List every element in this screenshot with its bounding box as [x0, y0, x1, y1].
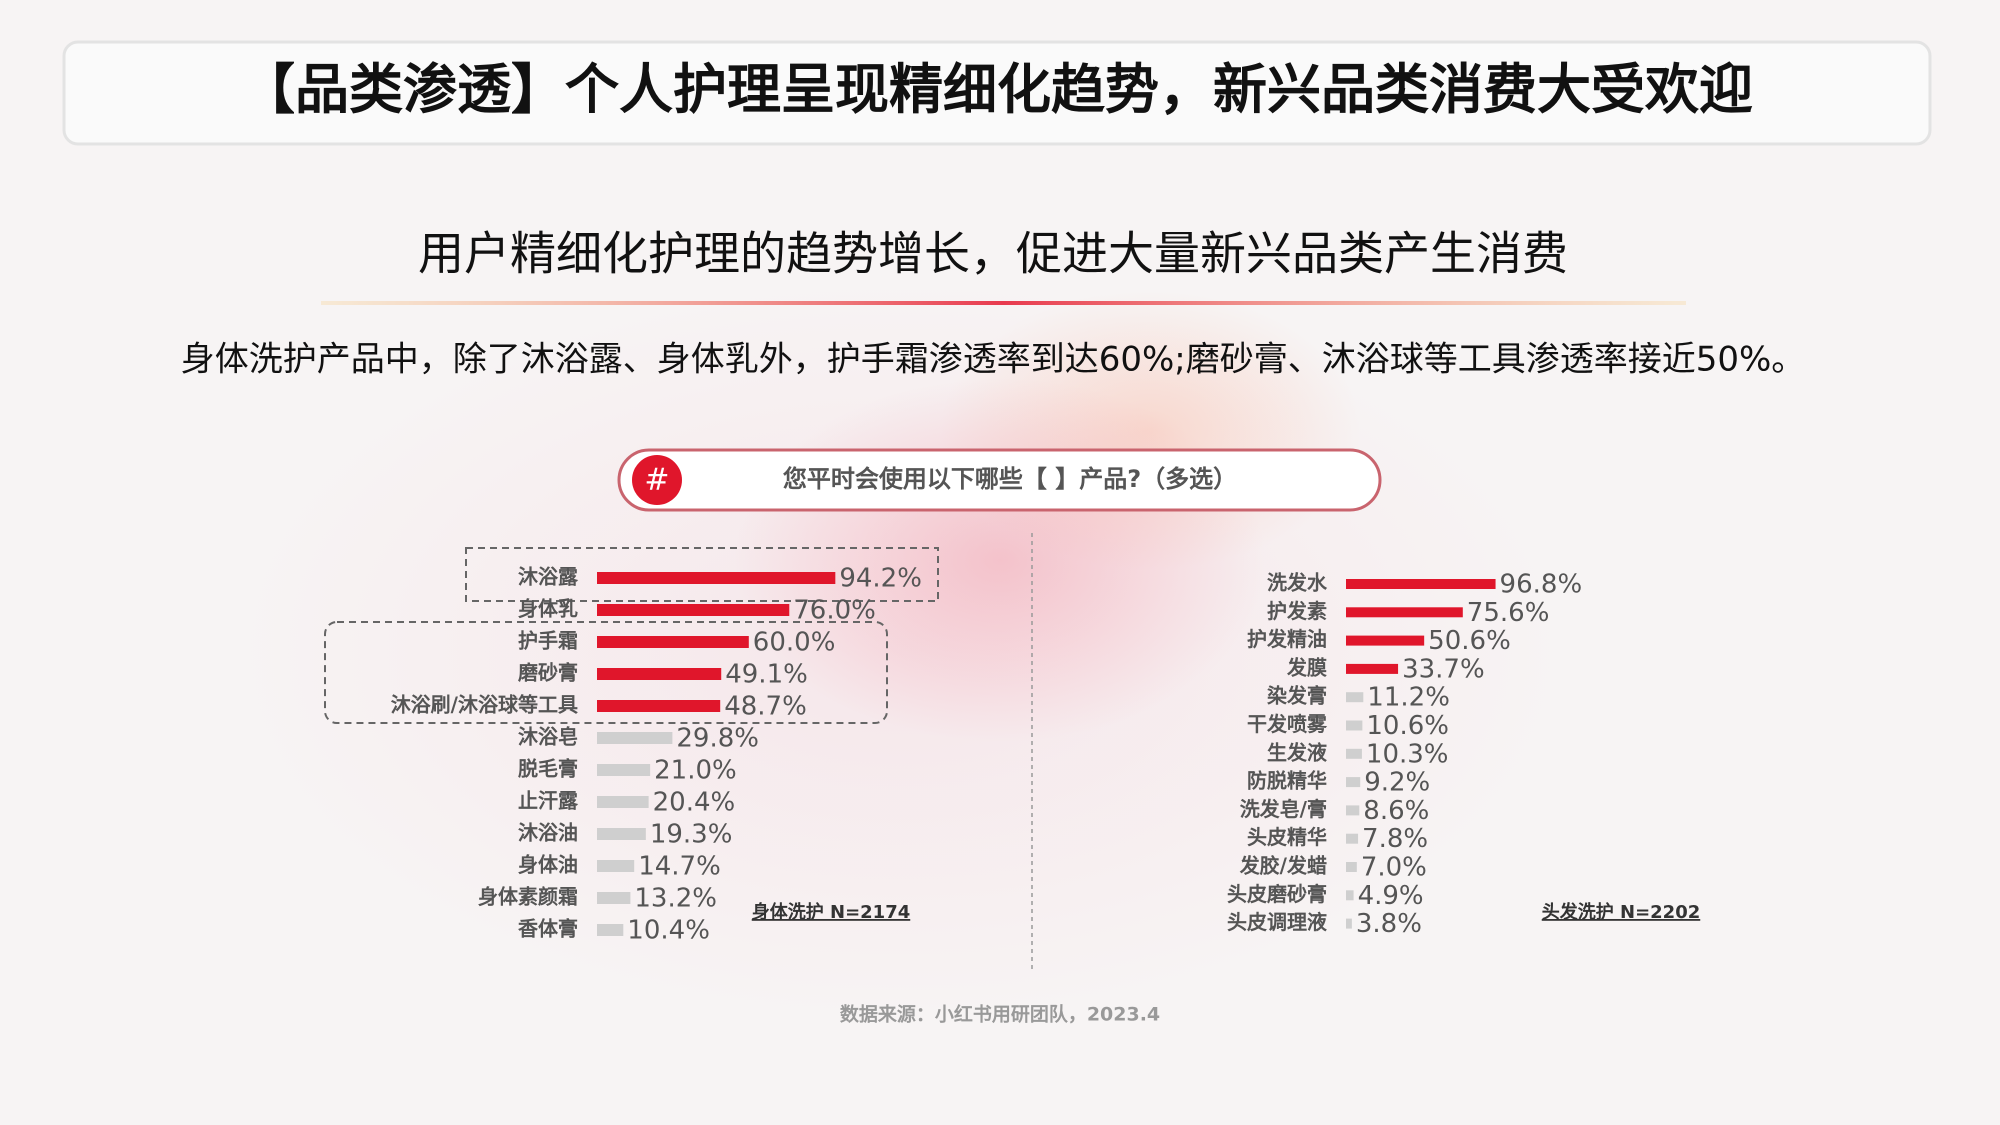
bar: [1346, 635, 1425, 646]
category-label: 身体乳: [518, 597, 578, 621]
category-label: 脱毛膏: [518, 757, 578, 781]
bar: [1346, 692, 1364, 703]
category-label: 防脱精华: [1247, 769, 1327, 793]
category-label: 发膜: [1286, 655, 1327, 679]
bar: [597, 924, 624, 936]
sample-note: 身体洗护 N=2174: [752, 901, 911, 923]
bar: [1346, 579, 1496, 589]
value-label: 4.9%: [1358, 881, 1424, 911]
value-label: 7.0%: [1361, 853, 1427, 883]
value-label: 49.1%: [725, 660, 808, 690]
value-label: 21.0%: [654, 756, 737, 786]
bar: [597, 764, 651, 776]
description: 身体洗护产品中，除了沐浴露、身体乳外，护手霜渗透率到达60%;磨砂膏、沐浴球等工…: [181, 340, 1806, 380]
bar: [597, 732, 673, 744]
value-label: 10.4%: [627, 916, 710, 946]
bar: [597, 636, 749, 648]
bar: [597, 668, 722, 680]
value-label: 48.7%: [724, 692, 807, 722]
category-label: 身体油: [518, 853, 578, 877]
value-label: 94.2%: [839, 564, 922, 594]
category-label: 沐浴皂: [518, 725, 578, 749]
category-label: 头皮磨砂膏: [1227, 882, 1327, 906]
source: 数据来源：小红书用研团队，2023.4: [840, 1003, 1160, 1026]
bar: [597, 604, 790, 616]
category-label: 沐浴油: [518, 821, 578, 845]
subtitle-underline: [321, 301, 1686, 305]
subtitle: 用户精细化护理的趋势增长，促进大量新兴品类产生消费: [418, 227, 1568, 281]
category-label: 头皮精华: [1247, 825, 1327, 849]
category-label: 护手霜: [518, 629, 578, 653]
bar: [1346, 777, 1361, 788]
value-label: 33.7%: [1402, 654, 1485, 684]
category-label: 头皮调理液: [1227, 910, 1328, 934]
value-label: 9.2%: [1364, 768, 1430, 798]
bar: [1346, 833, 1359, 844]
category-label: 染发膏: [1267, 684, 1327, 708]
value-label: 10.6%: [1366, 711, 1449, 741]
value-label: 50.6%: [1428, 626, 1511, 656]
title: 【品类渗透】个人护理呈现精细化趋势，新兴品类消费大受欢迎: [241, 57, 1753, 121]
value-label: 7.8%: [1362, 824, 1428, 854]
bar: [597, 828, 646, 840]
value-label: 19.3%: [650, 820, 733, 850]
category-label: 护发素: [1267, 599, 1327, 623]
category-label: 香体膏: [518, 917, 578, 941]
bar: [597, 796, 649, 808]
question-icon: [632, 455, 682, 505]
value-label: 11.2%: [1367, 683, 1450, 713]
bar: [1346, 607, 1463, 618]
value-label: 10.3%: [1366, 739, 1449, 769]
bar: [1346, 720, 1363, 731]
category-label: 发胶/发蜡: [1239, 854, 1327, 878]
question-text: 您平时会使用以下哪些【 】产品?（多选）: [783, 465, 1237, 493]
category-label: 沐浴露: [518, 565, 579, 589]
category-label: 生发液: [1267, 740, 1328, 764]
category-label: 干发喷雾: [1247, 712, 1328, 736]
highlight-box: [465, 547, 939, 602]
bar: [597, 860, 635, 872]
bar: [597, 700, 721, 712]
bar: [1346, 918, 1352, 929]
value-label: 75.6%: [1467, 598, 1550, 628]
bar: [1346, 663, 1399, 674]
value-label: 60.0%: [753, 628, 836, 658]
category-label: 身体素颜霜: [478, 885, 578, 909]
value-label: 8.6%: [1363, 796, 1429, 826]
bar: [1346, 748, 1362, 759]
category-label: 洗发水: [1267, 571, 1328, 595]
category-label: 沐浴刷/沐浴球等工具: [391, 693, 578, 717]
category-label: 磨砂膏: [518, 661, 578, 685]
sample-note: 头发洗护 N=2202: [1542, 901, 1701, 923]
category-label: 洗发皂/膏: [1240, 797, 1327, 821]
value-label: 96.8%: [1500, 570, 1583, 600]
bar: [597, 572, 836, 584]
highlight-box: [324, 621, 888, 724]
bar: [1346, 862, 1357, 872]
value-label: 3.8%: [1356, 909, 1422, 939]
question-icon-text: #: [644, 463, 669, 498]
category-label: 护发精油: [1247, 627, 1327, 651]
value-label: 76.0%: [793, 596, 876, 626]
bar: [1346, 805, 1360, 816]
bar: [597, 892, 631, 904]
question-pill: [617, 448, 1382, 512]
category-label: 止汗露: [518, 789, 579, 813]
value-label: 13.2%: [634, 884, 717, 914]
value-label: 29.8%: [676, 724, 759, 754]
bar: [1346, 890, 1354, 901]
value-label: 20.4%: [653, 788, 736, 818]
title-box: [62, 40, 1932, 146]
value-label: 14.7%: [638, 852, 721, 882]
